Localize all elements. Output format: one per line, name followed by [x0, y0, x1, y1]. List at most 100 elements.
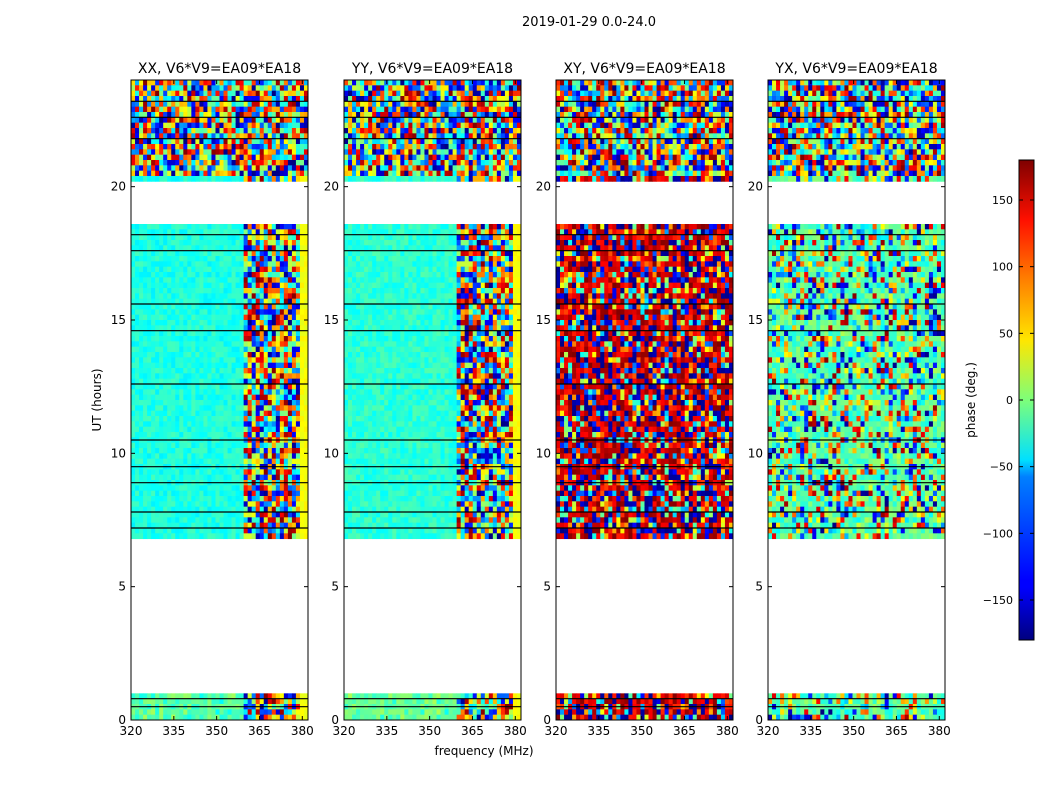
- heatmap-cell: [179, 341, 184, 348]
- heatmap-cell: [251, 698, 257, 705]
- heatmap-cell: [508, 256, 514, 262]
- heatmap-cell: [496, 261, 502, 268]
- heatmap-cell: [348, 133, 353, 140]
- heatmap-cell: [143, 133, 148, 140]
- heatmap-cell: [508, 240, 514, 246]
- heatmap-cell: [151, 384, 156, 390]
- heatmap-cell: [167, 250, 172, 257]
- heatmap-cell: [275, 506, 281, 513]
- heatmap-cell: [239, 298, 245, 305]
- heatmap-cell: [408, 224, 413, 230]
- heatmap-cell: [171, 154, 176, 161]
- heatmap-cell: [352, 149, 357, 156]
- heatmap-cell: [488, 144, 494, 150]
- heatmap-cell: [271, 501, 277, 508]
- heatmap-cell: [404, 112, 409, 118]
- heatmap-cell: [275, 144, 281, 150]
- heatmap-cell: [211, 149, 216, 156]
- heatmap-cell: [472, 165, 478, 172]
- heatmap-cell: [372, 80, 377, 86]
- heatmap-cell: [392, 106, 397, 113]
- heatmap-cell: [211, 309, 216, 316]
- heatmap-cell: [428, 224, 433, 230]
- heatmap-cell: [259, 421, 265, 428]
- heatmap-cell: [147, 165, 152, 172]
- heatmap-cell: [267, 101, 273, 108]
- heatmap-cell: [344, 224, 349, 230]
- heatmap-cell: [279, 309, 285, 316]
- heatmap-cell: [143, 282, 148, 289]
- heatmap-cell: [263, 80, 269, 86]
- heatmap-cell: [235, 224, 241, 230]
- heatmap-cell: [432, 96, 437, 102]
- heatmap-cell: [187, 416, 192, 422]
- heatmap-cell: [131, 394, 136, 401]
- heatmap-cell: [512, 170, 518, 177]
- heatmap-cell: [187, 165, 192, 172]
- heatmap-cell: [299, 298, 305, 305]
- heatmap-cell: [356, 101, 361, 108]
- heatmap-cell: [500, 234, 506, 241]
- heatmap-cell: [251, 448, 257, 454]
- heatmap-cell: [380, 122, 385, 129]
- heatmap-cell: [219, 288, 224, 294]
- heatmap-cell: [267, 496, 273, 502]
- heatmap-cell: [480, 85, 486, 92]
- heatmap-cell: [460, 106, 466, 113]
- heatmap-cell: [504, 128, 510, 134]
- heatmap-cell: [275, 357, 281, 364]
- heatmap-cell: [211, 261, 216, 268]
- heatmap-cell: [396, 245, 401, 252]
- heatmap-cell: [187, 298, 192, 305]
- heatmap-cell: [392, 250, 397, 257]
- heatmap-cell: [135, 266, 140, 273]
- heatmap-cell: [211, 85, 216, 92]
- heatmap-cell: [155, 458, 160, 465]
- heatmap-cell: [295, 453, 301, 460]
- heatmap-cell: [440, 170, 445, 177]
- heatmap-cell: [155, 117, 160, 124]
- heatmap-cell: [223, 357, 228, 364]
- heatmap-cell: [299, 528, 305, 534]
- heatmap-cell: [191, 304, 196, 310]
- heatmap-cell: [460, 160, 466, 166]
- heatmap-cell: [295, 330, 301, 337]
- heatmap-cell: [376, 261, 381, 268]
- heatmap-cell: [476, 128, 482, 134]
- heatmap-cell: [227, 485, 232, 492]
- heatmap-cell: [131, 336, 136, 342]
- heatmap-cell: [163, 133, 168, 140]
- heatmap-cell: [235, 330, 241, 337]
- heatmap-cell: [219, 314, 224, 321]
- heatmap-cell: [231, 698, 236, 705]
- heatmap-cell: [508, 154, 514, 161]
- heatmap-cell: [227, 378, 232, 385]
- heatmap-cell: [187, 272, 192, 278]
- heatmap-cell: [175, 245, 180, 252]
- heatmap-cell: [456, 272, 462, 278]
- heatmap-cell: [163, 528, 168, 534]
- heatmap-cell: [155, 277, 160, 284]
- heatmap-cell: [223, 698, 228, 705]
- heatmap-cell: [235, 256, 241, 262]
- heatmap-cell: [255, 453, 261, 460]
- heatmap-cell: [251, 117, 257, 124]
- heatmap-cell: [283, 352, 289, 358]
- heatmap-cell: [376, 128, 381, 134]
- heatmap-cell: [444, 112, 449, 118]
- heatmap-cell: [187, 149, 192, 156]
- heatmap-cell: [179, 293, 184, 300]
- heatmap-cell: [215, 378, 220, 385]
- heatmap-cell: [155, 400, 160, 406]
- heatmap-cell: [179, 288, 184, 294]
- heatmap-cell: [420, 261, 425, 268]
- heatmap-cell: [135, 373, 140, 380]
- heatmap-cell: [143, 714, 148, 721]
- heatmap-cell: [392, 133, 397, 140]
- heatmap-cell: [468, 96, 474, 102]
- heatmap-cell: [171, 112, 176, 118]
- heatmap-cell: [295, 80, 301, 86]
- heatmap-cell: [464, 128, 470, 134]
- heatmap-cell: [299, 352, 305, 358]
- heatmap-cell: [291, 266, 297, 273]
